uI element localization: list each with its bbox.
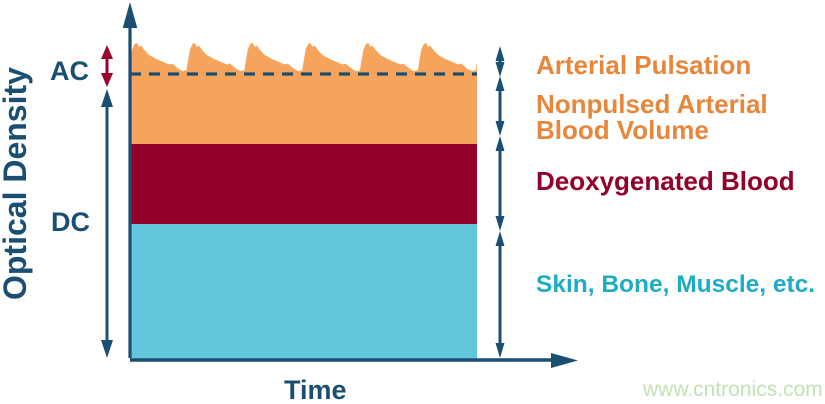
- svg-text:AC: AC: [50, 56, 89, 86]
- svg-text:Time: Time: [284, 375, 347, 404]
- svg-text:Arterial Pulsation: Arterial Pulsation: [536, 50, 751, 80]
- svg-text:Optical Density: Optical Density: [0, 67, 33, 300]
- svg-text:Skin, Bone, Muscle, etc.: Skin, Bone, Muscle, etc.: [536, 271, 815, 298]
- svg-text:www.cntronics.com: www.cntronics.com: [642, 378, 823, 401]
- svg-text:Blood Volume: Blood Volume: [536, 115, 709, 145]
- svg-text:Deoxygenated Blood: Deoxygenated Blood: [536, 166, 795, 196]
- svg-text:DC: DC: [51, 207, 90, 237]
